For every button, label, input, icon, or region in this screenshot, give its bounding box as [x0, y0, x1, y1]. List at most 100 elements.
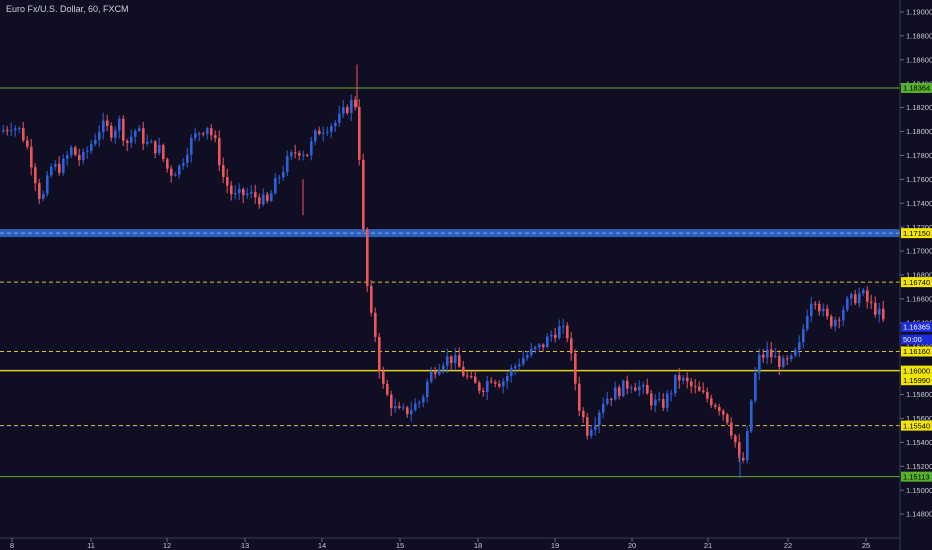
time-tick-label: 19 [551, 541, 559, 550]
candle-body [834, 319, 837, 327]
candle-body [398, 406, 401, 408]
candle-body [614, 387, 617, 400]
candle-body [662, 399, 665, 408]
candle-body [714, 405, 717, 407]
candle-body [862, 290, 865, 294]
candle-body [802, 329, 805, 343]
candles [2, 64, 885, 479]
candle-body [394, 406, 397, 409]
time-axis[interactable]: 8 11 12 13 14 15 18 19 20 21 22 25 [10, 538, 870, 550]
candle-body [46, 175, 49, 194]
candle-body [470, 376, 473, 378]
candle-body [406, 407, 409, 415]
candle-body [806, 316, 809, 330]
price-badge-label: 1.15990 [903, 376, 930, 385]
candle-body [106, 120, 109, 126]
time-tick-label: 8 [10, 541, 14, 550]
price-tick-label: 1.18200 [906, 103, 932, 112]
candle-body [326, 131, 329, 133]
candle-body [758, 354, 761, 373]
candle-body [686, 377, 689, 382]
candle-body [738, 442, 741, 458]
candle-body [498, 383, 501, 387]
candle-body [142, 128, 145, 144]
candle-body [170, 168, 173, 176]
price-tick-label: 1.17000 [906, 247, 932, 256]
level-lines [0, 87, 900, 478]
candle-body [14, 128, 17, 130]
candle-body [882, 308, 885, 320]
candle-body [842, 309, 845, 321]
candle-body [374, 312, 377, 337]
candle-body [558, 326, 561, 339]
candle-body [666, 393, 669, 408]
candle-body [166, 159, 169, 169]
candle-body [502, 381, 505, 387]
candle-body [122, 118, 125, 141]
candle-body [510, 368, 513, 376]
candle-body [358, 106, 361, 160]
candle-body [130, 136, 133, 143]
price-tick-label: 1.17600 [906, 175, 932, 184]
candle-body [866, 290, 869, 302]
candle-body [354, 99, 357, 107]
candle-body [822, 308, 825, 312]
chart-title: Euro Fx/U.S. Dollar, 60, FXCM [6, 4, 129, 14]
candle-body [874, 302, 877, 315]
candle-body [202, 133, 205, 135]
candle-body [590, 429, 593, 436]
candle-body [762, 354, 765, 358]
candle-body [2, 130, 5, 132]
candle-body [250, 192, 253, 194]
candle-body [110, 125, 113, 138]
candle-body [634, 387, 637, 391]
candle-body [294, 152, 297, 154]
candle-body [542, 344, 545, 348]
candle-body [234, 192, 237, 195]
candle-body [266, 194, 269, 201]
candle-body [798, 342, 801, 350]
candle-body [270, 193, 273, 201]
candle-body [446, 356, 449, 366]
candle-body [846, 298, 849, 310]
candle-body [366, 229, 369, 286]
candle-body [362, 159, 365, 230]
candle-body [258, 197, 261, 205]
price-badge [901, 420, 932, 431]
candle-body [390, 394, 393, 409]
candle-body [90, 144, 93, 151]
price-tick-label: 1.15200 [906, 462, 932, 471]
price-badge [901, 321, 932, 332]
candle-body [442, 365, 445, 370]
candle-body [126, 140, 129, 143]
candle-body [774, 355, 777, 358]
price-tick-label: 1.19000 [906, 8, 932, 17]
candle-body [238, 189, 241, 193]
candle-body [514, 366, 517, 369]
candle-body [778, 355, 781, 367]
price-badge-label: 1.16740 [903, 278, 930, 287]
price-badge-label: 1.15540 [903, 421, 930, 430]
time-tick-label: 12 [163, 541, 171, 550]
candle-body [218, 138, 221, 166]
candle-body [642, 385, 645, 387]
candle-body [54, 163, 57, 167]
candle-body [242, 189, 245, 196]
candle-body [378, 336, 381, 372]
candle-body [338, 113, 341, 123]
candle-body [310, 141, 313, 156]
candle-body [486, 380, 489, 392]
candle-body [418, 402, 421, 404]
candle-body [214, 135, 217, 139]
candle-body [146, 141, 149, 144]
candle-body [466, 375, 469, 377]
candle-body [274, 178, 277, 194]
candle-body [826, 308, 829, 317]
candle-body [302, 154, 305, 156]
candle-body [66, 155, 69, 159]
price-tick-label: 1.15600 [906, 414, 932, 423]
candle-body [722, 410, 725, 415]
time-tick-label: 20 [628, 541, 636, 550]
candle-body [10, 129, 13, 131]
